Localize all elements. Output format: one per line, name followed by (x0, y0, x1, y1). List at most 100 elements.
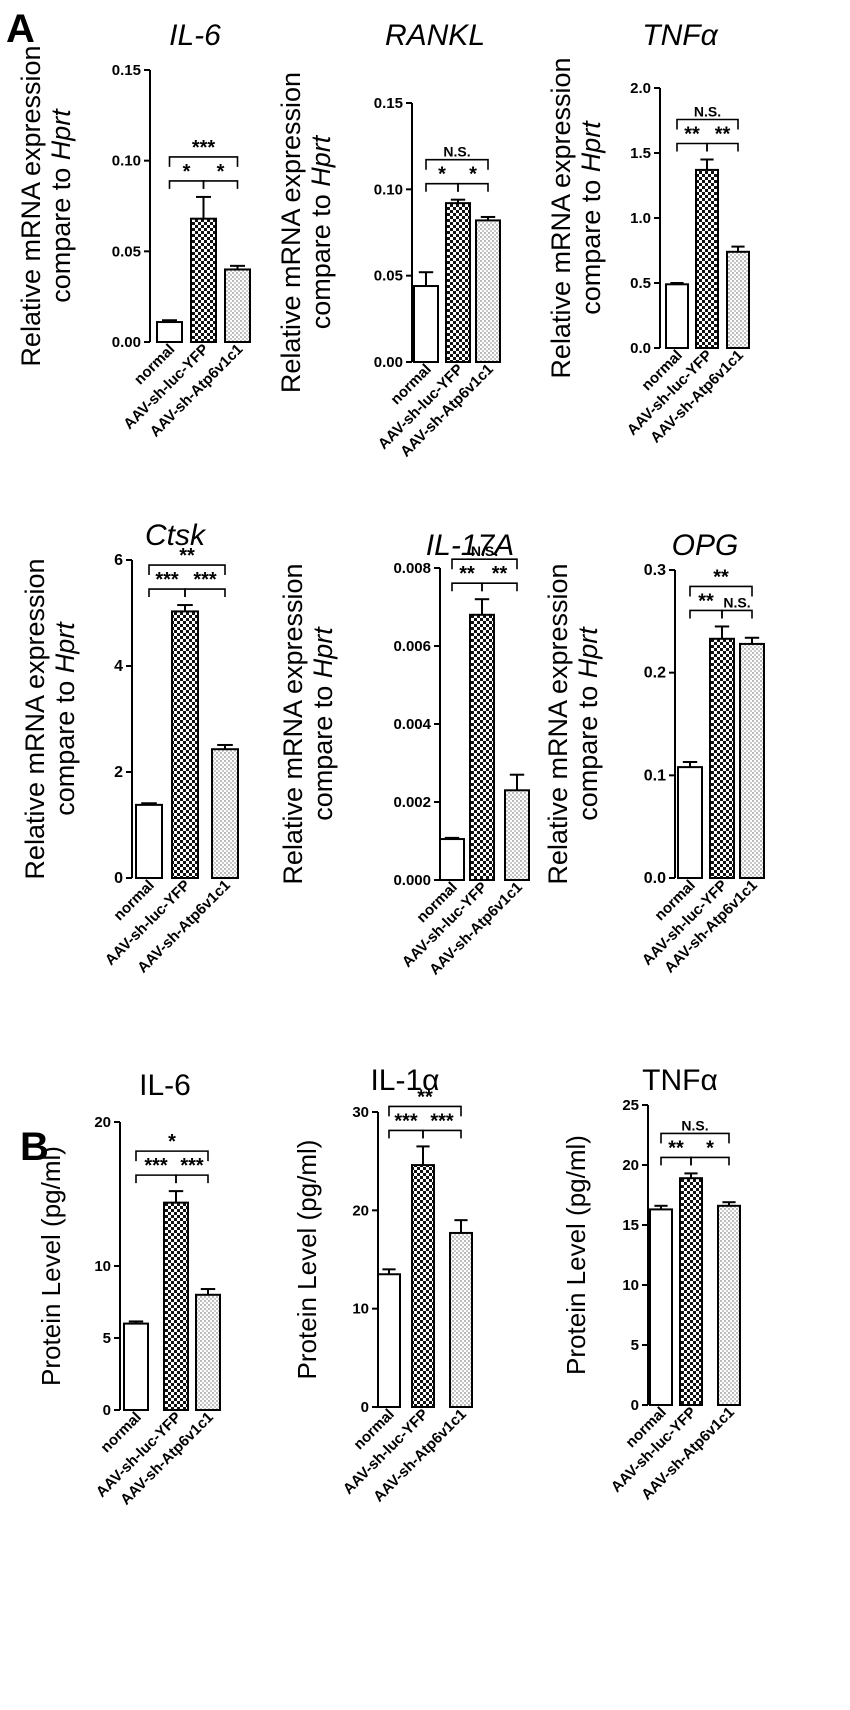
bar-0 (665, 283, 689, 349)
y-tick-label: 2 (114, 764, 123, 781)
bar-1 (163, 1201, 189, 1412)
chart-title: TNFα (642, 1064, 718, 1097)
y-tick-label: 25 (622, 1097, 639, 1114)
y-axis-label-prefix: compare to (308, 678, 338, 821)
chart-title: RANKL (385, 19, 485, 52)
y-tick-label: 0 (631, 1397, 639, 1414)
y-axis-label-gene: Hprt (573, 626, 603, 679)
significance-label: ** (417, 1086, 433, 1108)
y-tick-label: 0.0 (644, 870, 666, 887)
y-axis-label-2: compare to Hprt (576, 120, 606, 315)
y-axis-label-2: compare to Hprt (308, 626, 338, 821)
significance-label: ** (179, 545, 195, 567)
y-tick-label: 0.008 (393, 560, 431, 577)
bar-1 (695, 168, 719, 349)
significance-bracket (388, 1105, 462, 1117)
bar-0 (439, 838, 465, 881)
chart-title: TNFα (642, 19, 718, 52)
significance-bracket (689, 585, 753, 597)
y-axis-label: Relative mRNA expression (543, 563, 573, 884)
bar-1 (679, 1177, 703, 1406)
y-tick-label: 10 (352, 1301, 369, 1318)
significance-label: * (217, 161, 225, 183)
y-axis-label-prefix: compare to (46, 160, 76, 303)
significance-label: *** (193, 569, 217, 591)
significance-label: ** (684, 124, 700, 146)
bar-2 (224, 268, 251, 344)
y-tick-label: 6 (114, 552, 123, 569)
y-tick-label: 10 (622, 1277, 639, 1294)
y-tick-label: 0.0 (630, 340, 651, 357)
bar-2 (211, 748, 239, 880)
y-tick-label: 15 (622, 1217, 639, 1234)
y-axis-label-prefix: compare to (306, 187, 336, 330)
y-tick-label: 20 (94, 1114, 111, 1131)
bar-2 (475, 219, 501, 363)
significance-bracket (135, 1150, 209, 1162)
significance-label: N.S. (471, 543, 498, 559)
significance-bracket (481, 582, 518, 592)
chart-title: IL-1α (370, 1064, 439, 1097)
significance-bracket (175, 1174, 209, 1184)
y-tick-label: 0.10 (112, 153, 141, 170)
significance-label: *** (155, 569, 179, 591)
significance-bracket (451, 558, 518, 570)
y-axis-label-prefix: compare to (576, 172, 606, 315)
chart-1: RANKL Relative mRNA expression compare to … (276, 19, 501, 460)
y-tick-label: 0.006 (393, 638, 431, 655)
chart-title: OPG (672, 529, 739, 562)
significance-label: ** (715, 124, 731, 146)
chart-title: IL-17A (426, 529, 514, 562)
significance-label: *** (180, 1155, 204, 1177)
y-axis-label: Protein Level (pg/ml) (292, 1140, 322, 1380)
y-tick-label: 0.002 (393, 794, 431, 811)
bar-1 (445, 202, 471, 363)
bar-0 (377, 1273, 401, 1408)
y-axis-label-prefix: compare to (50, 673, 80, 816)
y-tick-label: 0.000 (393, 872, 431, 889)
y-tick-label: 30 (352, 1104, 369, 1121)
y-axis-label: Relative mRNA expression (276, 72, 306, 393)
significance-label: ** (698, 590, 714, 612)
y-tick-label: 0.5 (630, 275, 651, 292)
significance-label: N.S. (723, 594, 750, 610)
significance-bracket (676, 118, 739, 130)
y-tick-label: 0.00 (112, 334, 141, 351)
significance-label: *** (430, 1110, 454, 1132)
bar-2 (739, 642, 765, 879)
chart-title: IL-6 (169, 19, 221, 52)
significance-label: *** (394, 1110, 418, 1132)
y-axis-label: Relative mRNA expression (20, 558, 50, 879)
bar-0 (156, 321, 183, 344)
significance-bracket (660, 1132, 730, 1144)
significance-label: * (706, 1137, 714, 1159)
significance-bracket (690, 1156, 730, 1166)
bar-0 (677, 766, 703, 879)
bar-1 (469, 613, 495, 881)
chart-0: IL-6 Relative mRNA expression compare to H… (16, 19, 251, 440)
chart-5: OPG Relative mRNA expression compare to Hp… (543, 529, 765, 976)
bar-1 (171, 610, 199, 879)
y-tick-label: 0.05 (374, 268, 403, 285)
y-tick-label: 1.0 (630, 210, 651, 227)
bar-0 (123, 1322, 149, 1411)
chart-title: Ctsk (145, 519, 207, 552)
y-tick-label: 5 (103, 1330, 111, 1347)
y-tick-label: 0.15 (374, 95, 403, 112)
significance-label: * (168, 1131, 176, 1153)
y-axis-label-2: compare to Hprt (46, 108, 76, 303)
significance-label: N.S. (681, 1117, 708, 1133)
y-axis-label: Protein Level (pg/ml) (561, 1135, 591, 1375)
chart-3: Ctsk Relative mRNA expression compare to H… (20, 519, 239, 976)
bar-2 (449, 1231, 473, 1408)
bar-1 (190, 217, 217, 343)
y-tick-label: 2.0 (630, 80, 651, 97)
bar-2 (195, 1293, 221, 1412)
y-axis-label-gene: Hprt (306, 134, 336, 187)
significance-label: * (183, 161, 191, 183)
y-axis-label: Relative mRNA expression (16, 45, 46, 366)
bar-0 (413, 285, 439, 364)
y-axis-label-2: compare to Hprt (573, 626, 603, 821)
bar-2 (504, 789, 530, 881)
